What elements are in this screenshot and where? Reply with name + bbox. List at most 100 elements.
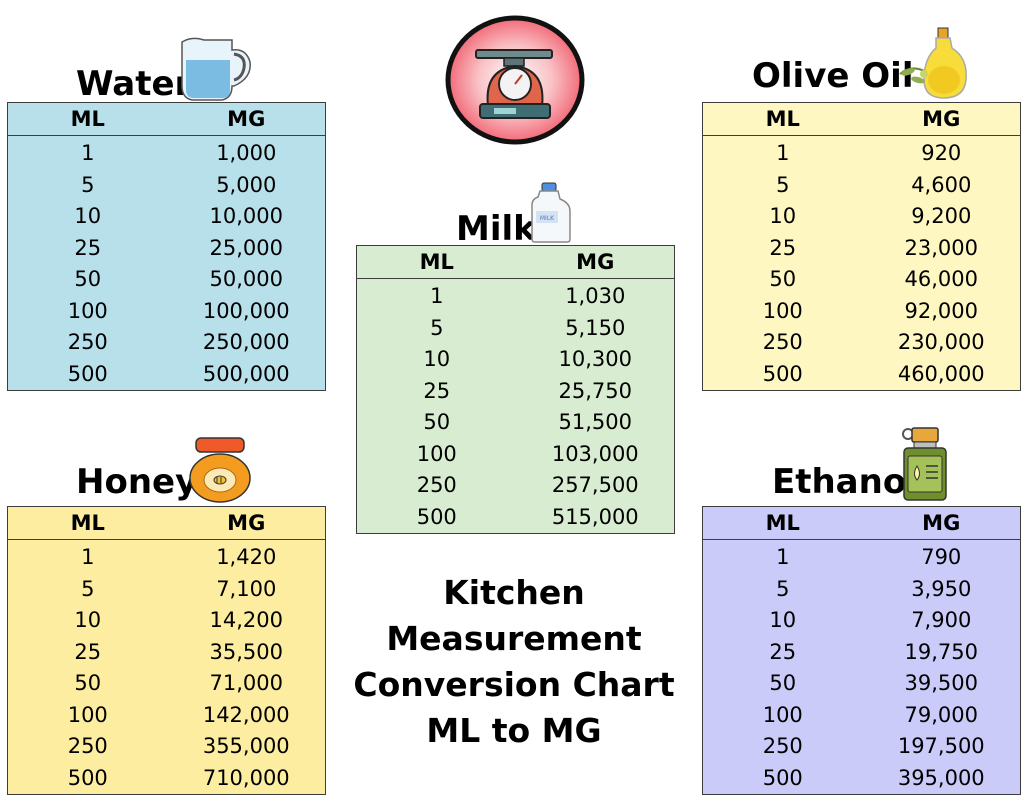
- mg-cell: 51,500: [558, 410, 632, 434]
- mg-cell: 23,000: [904, 235, 978, 260]
- ml-cell: 50: [423, 410, 451, 434]
- table-row: 25 23,000: [703, 233, 1021, 265]
- honey-title: Honey: [76, 462, 198, 502]
- table-row: 5 5,150: [357, 313, 675, 345]
- ml-cell: 25: [74, 235, 102, 260]
- ethanol-bottle-icon: [902, 427, 947, 501]
- ml-cell: 5: [430, 315, 444, 340]
- ml-cell: 100: [416, 441, 457, 466]
- mg-cell: 79,000: [904, 702, 978, 727]
- table-row: 250 230,000: [703, 327, 1021, 359]
- ml-cell: 250: [762, 734, 803, 758]
- mg-cell: 103,000: [551, 441, 639, 466]
- milk-title: Milk: [456, 209, 536, 249]
- mg-cell: 257,500: [551, 473, 639, 497]
- page-title-line1: Kitchen Measurement: [386, 573, 642, 658]
- mg-cell: 25,000: [209, 235, 283, 260]
- mg-cell: 460,000: [897, 361, 985, 386]
- ml-cell: 10: [769, 608, 797, 632]
- ml-cell: 100: [762, 702, 803, 727]
- table-row: 10 7,900: [703, 605, 1021, 637]
- ml-cell: 10: [74, 204, 102, 228]
- ml-cell: 250: [67, 734, 108, 758]
- water-title: Water: [76, 64, 192, 104]
- table-row: 25 25,000: [8, 233, 326, 265]
- water-pitcher-icon: [181, 37, 251, 101]
- mg-cell: 395,000: [897, 765, 985, 790]
- ml-cell: 250: [67, 330, 108, 354]
- mg-cell: 3,950: [911, 576, 972, 601]
- table-row: 5 5,000: [8, 170, 326, 202]
- ml-cell: 25: [74, 639, 102, 664]
- olive-oil-table: ML MG 1 920 5 4,600 10 9,200 25 23,000 50 46,…: [702, 102, 1021, 391]
- table-row: 100 79,000: [703, 700, 1021, 732]
- table-row: 1 1,030: [357, 279, 675, 313]
- table-row: 5 4,600: [703, 170, 1021, 202]
- table-row: 50 39,500: [703, 668, 1021, 700]
- ml-cell: 250: [762, 330, 803, 354]
- water-header-mg: MG: [167, 102, 326, 136]
- ml-cell: 1: [81, 545, 95, 569]
- water-header-ml: ML: [7, 102, 168, 136]
- ml-cell: 50: [74, 267, 102, 291]
- page-title-line2: Conversion Chart: [353, 665, 675, 704]
- mg-cell: 10,000: [209, 204, 283, 228]
- ml-cell: 5: [81, 576, 95, 601]
- table-row: 1 1,000: [8, 136, 326, 170]
- mg-cell: 5,000: [216, 172, 277, 197]
- ml-cell: 10: [769, 204, 797, 228]
- ml-cell: 5: [776, 576, 790, 601]
- mg-cell: 14,200: [209, 608, 283, 632]
- table-row: 25 25,750: [357, 376, 675, 408]
- honey-header-ml: ML: [7, 506, 168, 540]
- ml-cell: 25: [769, 639, 797, 664]
- honey-header-mg: MG: [167, 506, 326, 540]
- ethanol-title: Ethanol: [772, 462, 918, 502]
- mg-cell: 710,000: [202, 765, 290, 790]
- table-row: 1 920: [703, 136, 1021, 170]
- table-row: 500 395,000: [703, 763, 1021, 795]
- table-row: 5 7,100: [8, 574, 326, 606]
- mg-cell: 790: [921, 545, 962, 569]
- ml-cell: 250: [416, 473, 457, 497]
- ml-cell: 100: [67, 702, 108, 727]
- honey-jar-icon: [189, 437, 251, 503]
- mg-cell: 10,300: [558, 347, 632, 371]
- table-row: 50 71,000: [8, 668, 326, 700]
- svg-text:MILK: MILK: [540, 215, 555, 222]
- page-title-line3: ML to MG: [426, 711, 602, 750]
- ml-cell: 100: [67, 298, 108, 323]
- olive-oil-header-ml: ML: [702, 102, 863, 136]
- milk-table: ML MG 1 1,030 5 5,150 10 10,300 25 25,750 50…: [356, 245, 675, 534]
- table-row: 500 710,000: [8, 763, 326, 795]
- table-row: 50 51,500: [357, 407, 675, 439]
- ml-cell: 100: [762, 298, 803, 323]
- olive-oil-bottle-icon: [899, 27, 967, 99]
- ml-cell: 25: [423, 378, 451, 403]
- mg-cell: 35,500: [209, 639, 283, 664]
- mg-cell: 39,500: [904, 671, 978, 695]
- table-row: 250 257,500: [357, 470, 675, 502]
- mg-cell: 142,000: [202, 702, 290, 727]
- table-row: 100 103,000: [357, 439, 675, 471]
- mg-cell: 1,030: [565, 284, 626, 308]
- table-row: 500 460,000: [703, 359, 1021, 391]
- table-row: 10 14,200: [8, 605, 326, 637]
- mg-cell: 4,600: [911, 172, 972, 197]
- mg-cell: 5,150: [565, 315, 626, 340]
- mg-cell: 92,000: [904, 298, 978, 323]
- mg-cell: 46,000: [904, 267, 978, 291]
- table-row: 250 197,500: [703, 731, 1021, 763]
- ml-cell: 10: [423, 347, 451, 371]
- mg-cell: 515,000: [551, 504, 639, 529]
- mg-cell: 100,000: [202, 298, 290, 323]
- mg-cell: 355,000: [202, 734, 290, 758]
- mg-cell: 197,500: [897, 734, 985, 758]
- ethanol-header-ml: ML: [702, 506, 863, 540]
- milk-jug-icon: MILK: [531, 182, 571, 243]
- ml-cell: 5: [81, 172, 95, 197]
- ml-cell: 10: [74, 608, 102, 632]
- milk-header-ml: ML: [356, 245, 517, 279]
- page-title: Kitchen Measurement Conversion Chart ML …: [330, 570, 698, 754]
- ml-cell: 25: [769, 235, 797, 260]
